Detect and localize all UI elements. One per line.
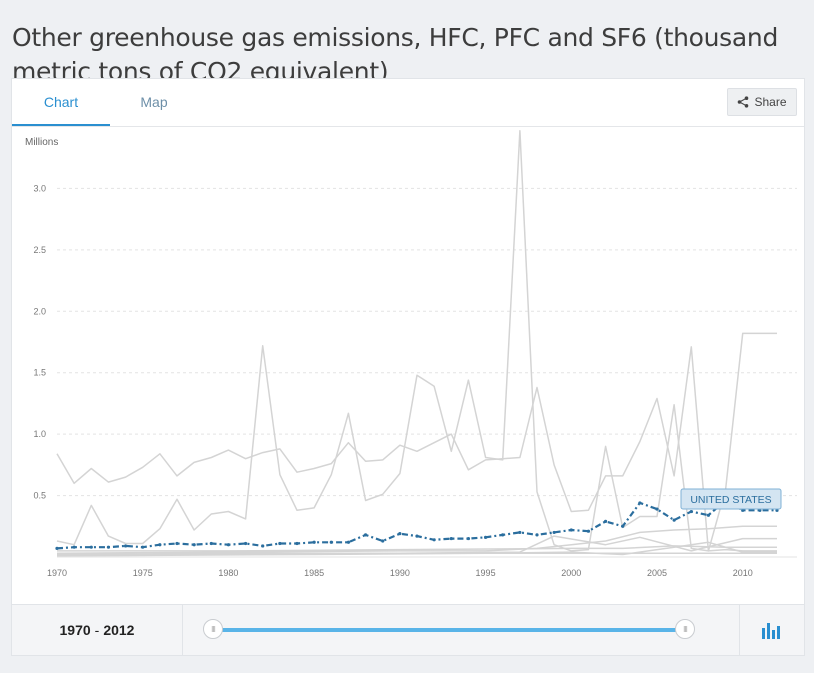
range-start-year: 1970: [59, 622, 91, 638]
highlight-series-point: [518, 530, 522, 535]
highlight-series-point: [758, 508, 762, 512]
x-tick-label: 1995: [476, 568, 496, 578]
background-series-line: [56, 525, 777, 555]
slider-handle-start[interactable]: III: [203, 619, 223, 639]
y-tick-label: 3.0: [33, 183, 46, 193]
background-series-line: [57, 552, 777, 556]
tab-bar: Chart Map Share: [12, 79, 804, 127]
highlight-series-point: [415, 534, 419, 538]
highlight-series-point: [209, 541, 213, 546]
highlight-series-point: [689, 509, 693, 514]
highlight-series-point: [312, 540, 316, 544]
x-tick-label: 1975: [133, 568, 153, 578]
share-button[interactable]: Share: [727, 88, 797, 116]
highlight-series-point: [501, 533, 505, 537]
tooltip-label: UNITED STATES: [690, 494, 771, 506]
x-tick-label: 1970: [47, 568, 67, 578]
highlight-series-point: [449, 536, 453, 541]
highlight-series-point: [741, 508, 745, 512]
x-tick-label: 2010: [733, 568, 753, 578]
highlight-series-point: [278, 541, 282, 546]
x-tick-label: 1985: [304, 568, 324, 578]
highlight-series-point: [381, 539, 385, 543]
y-tick-label: 0.5: [33, 491, 46, 501]
y-tick-label: 2.5: [33, 245, 46, 255]
x-tick-label: 2005: [647, 568, 667, 578]
highlight-series-point: [55, 546, 59, 550]
x-tick-label: 2000: [561, 568, 581, 578]
year-range-label: 1970-2012: [12, 605, 183, 655]
time-range-bar: 1970-2012 III III: [12, 604, 804, 655]
highlight-series-point: [655, 507, 659, 511]
tab-chart[interactable]: Chart: [12, 79, 110, 126]
bar-chart-icon: [762, 623, 780, 639]
highlight-series-point: [72, 545, 76, 549]
highlight-series-point: [243, 541, 248, 546]
y-axis-label: Millions: [25, 137, 58, 148]
highlight-series-point: [141, 545, 145, 549]
slider-handle-end[interactable]: III: [675, 619, 695, 639]
tab-map[interactable]: Map: [140, 94, 168, 110]
highlight-series-point: [569, 528, 573, 532]
highlight-series-point: [175, 541, 179, 546]
chart-type-toggle[interactable]: [739, 605, 804, 655]
share-label: Share: [754, 95, 787, 109]
highlight-series-point: [483, 535, 488, 539]
highlight-series-point: [192, 543, 196, 547]
highlight-series-point: [295, 541, 299, 546]
highlight-series-point: [552, 530, 556, 535]
page-title: Other greenhouse gas emissions, HFC, PFC…: [12, 22, 779, 86]
x-tick-label: 1980: [218, 568, 238, 578]
background-series-line: [57, 545, 777, 552]
highlight-series-point: [432, 538, 436, 542]
highlight-series-point: [89, 545, 93, 549]
highlight-series-point: [586, 529, 591, 533]
highlight-series-point: [363, 533, 368, 537]
background-series: [56, 129, 777, 557]
y-tick-label: 2.0: [33, 306, 46, 316]
highlight-series-point: [261, 544, 265, 548]
range-end-year: 2012: [103, 622, 135, 638]
year-range-slider-track[interactable]: [214, 628, 686, 632]
highlight-series: [55, 498, 779, 550]
y-tick-label: 1.0: [33, 429, 46, 439]
line-chart: Millions 0.5 1.0 1.5 2.0 2.5 3.0 1970 1975 1980…: [25, 129, 797, 578]
gridlines: [57, 187, 797, 558]
chart-card: Chart Map Share Millions 0.5 1.0 1.5 2.0 2.5…: [11, 78, 805, 656]
highlight-series-point: [672, 518, 676, 522]
highlight-series-point: [158, 543, 162, 547]
y-axis-ticks: 0.5 1.0 1.5 2.0 2.5 3.0: [33, 183, 46, 500]
highlight-series-point: [123, 544, 128, 548]
x-axis-ticks: 1970 1975 1980 1985 1990 1995 2000 2005 2010: [47, 568, 753, 578]
highlight-series-point: [775, 508, 779, 512]
highlight-series-point: [466, 536, 471, 541]
background-series-line: [56, 129, 777, 552]
share-icon: [738, 96, 749, 108]
highlight-series-point: [226, 543, 231, 547]
highlight-series-point: [106, 545, 111, 549]
highlight-series-point: [706, 513, 711, 517]
highlight-series-point: [329, 540, 333, 544]
series-tooltip: UNITED STATES: [680, 488, 782, 510]
highlight-series-point: [346, 540, 351, 544]
highlight-series-point: [398, 532, 402, 536]
background-series-line: [56, 346, 777, 552]
tooltip-box: [680, 488, 782, 510]
highlight-series-point: [603, 519, 608, 523]
highlight-series-point: [535, 533, 539, 537]
x-tick-label: 1990: [390, 568, 410, 578]
y-tick-label: 1.5: [33, 368, 46, 378]
highlight-series-point: [638, 501, 642, 505]
highlight-series-point: [621, 524, 625, 528]
range-separator: -: [94, 622, 100, 638]
highlight-series-line: [56, 499, 777, 550]
